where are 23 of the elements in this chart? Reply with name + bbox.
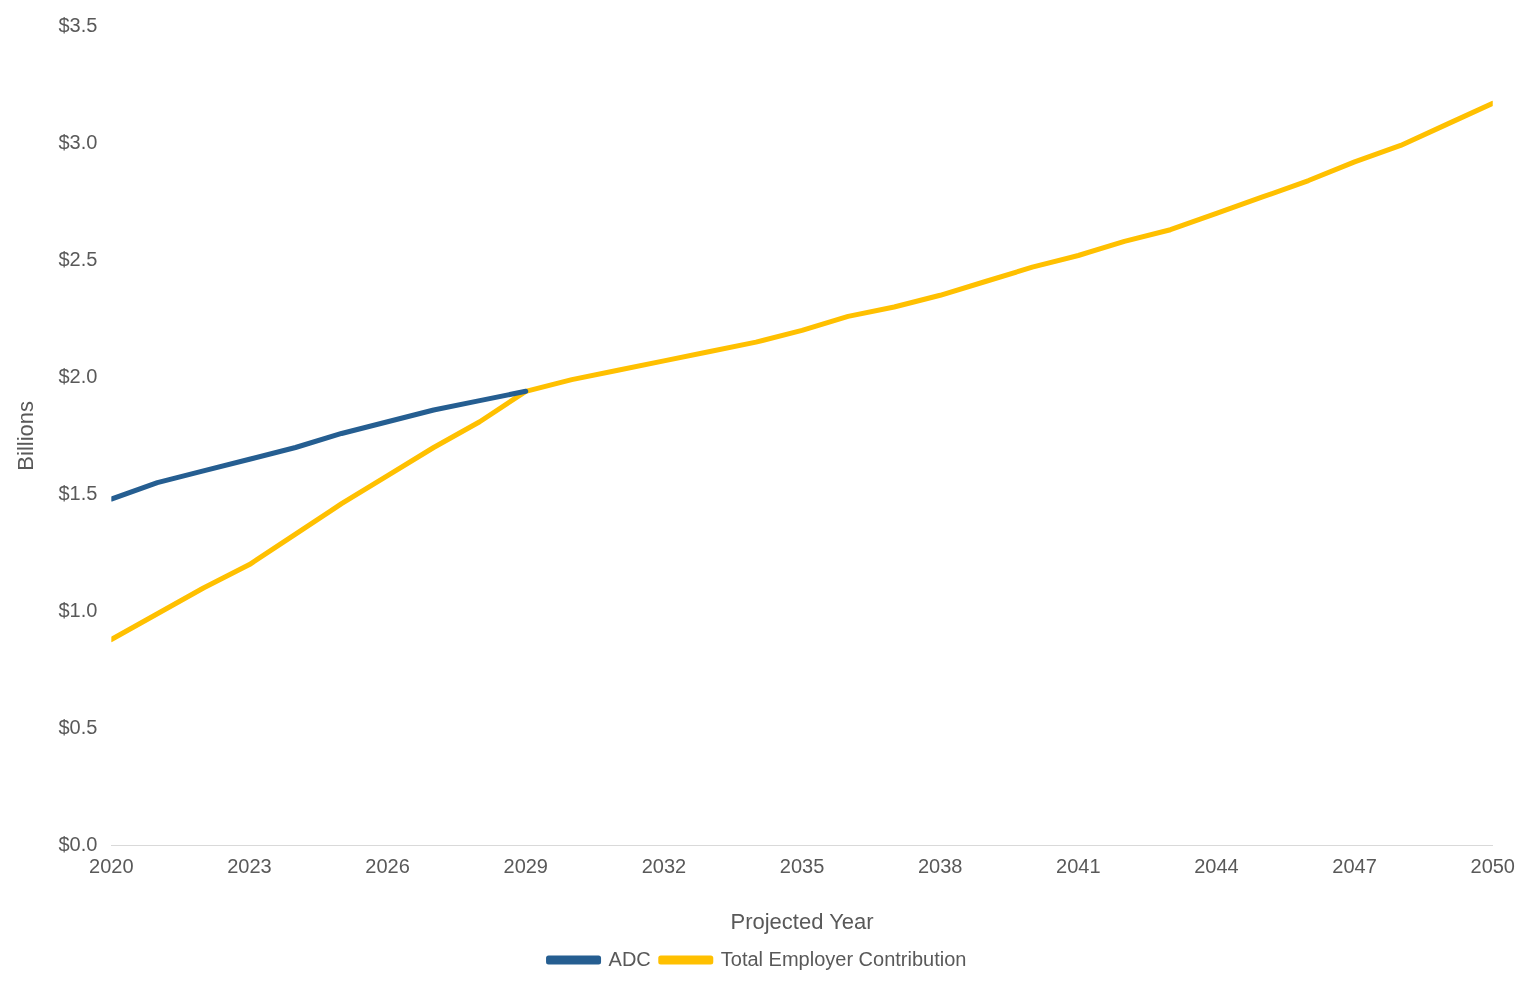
x-tick-label: 2026 [365,855,410,878]
x-tick-label: 2023 [227,855,272,878]
x-tick-label: 2047 [1332,855,1377,878]
x-tick-label: 2032 [641,855,687,878]
x-tick-label: 2020 [89,855,134,878]
y-tick-label: $1.0 [58,598,98,621]
legend-label: ADC [608,947,651,970]
legend-label: Total Employer Contribution [720,947,967,970]
x-tick-label: 2038 [917,855,963,878]
y-tick-label: $3.0 [58,130,98,153]
y-tick-label: $3.5 [58,13,98,36]
x-tick-label: 2050 [1470,855,1515,878]
x-tick-label: 2029 [503,855,548,878]
y-tick-label: $0.0 [58,833,98,856]
y-tick-label: $2.0 [58,364,98,387]
y-tick-label: $2.5 [58,247,98,270]
y-axis-title: Billions [13,400,39,471]
y-tick-label: $1.5 [58,481,98,504]
x-tick-label: 2041 [1056,855,1101,878]
x-tick-label: 2044 [1194,855,1239,878]
y-tick-label: $0.5 [58,716,98,739]
x-tick-label: 2035 [779,855,825,878]
x-axis-title: Projected Year [730,908,874,934]
